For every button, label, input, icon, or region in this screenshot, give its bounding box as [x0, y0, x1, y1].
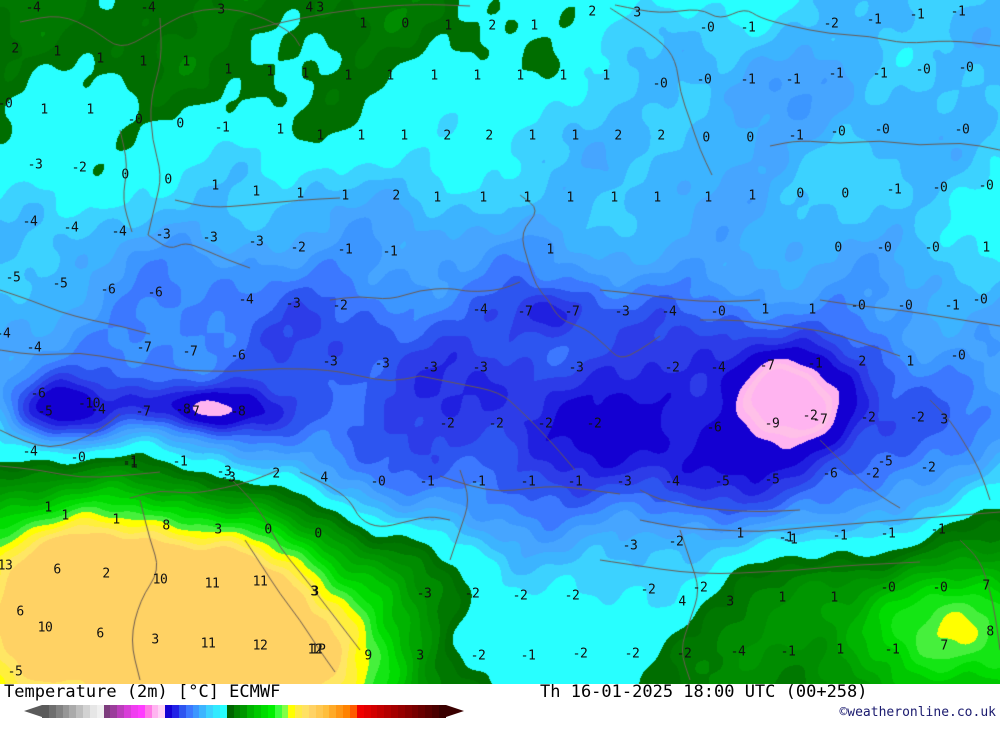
colorbar-swatch — [178, 705, 186, 718]
colorbar-swatch — [247, 705, 255, 718]
colorbar-swatch — [261, 705, 268, 718]
colorbar-swatch — [438, 705, 446, 718]
colorbar-swatch — [295, 705, 303, 718]
colorbar-swatch — [69, 705, 77, 718]
colorbar-swatch — [158, 705, 166, 718]
colorbar-swatch — [349, 705, 357, 718]
colorbar-swatch — [219, 705, 227, 718]
colorbar-swatch — [48, 705, 56, 718]
colorbar-swatch — [117, 705, 125, 718]
colorbar-swatch — [322, 705, 330, 718]
colorbar-swatch — [404, 705, 412, 718]
colorbar-swatch — [391, 705, 398, 718]
colorbar-swatch — [418, 705, 426, 718]
colorbar-swatch — [425, 705, 433, 718]
colorbar-swatch — [302, 705, 309, 718]
forecast-run-label: Th 16-01-2025 18:00 UTC (00+258) — [540, 682, 868, 702]
colorbar-low-cap-icon — [24, 705, 42, 717]
colorbar-swatch — [144, 705, 152, 718]
colorbar-swatch — [96, 705, 104, 718]
colorbar-swatch — [110, 705, 118, 718]
colorbar-swatch — [185, 705, 193, 718]
colorbar-swatch — [329, 705, 337, 718]
colorbar-swatch — [370, 705, 378, 718]
colorbar-swatch — [336, 705, 344, 718]
colorbar-swatch — [83, 705, 90, 718]
legend-title: Temperature (2m) [°C] ECMWF — [4, 682, 281, 702]
map-footer: Temperature (2m) [°C] ECMWF Th 16-01-202… — [0, 682, 1000, 733]
colorbar-swatch — [343, 705, 350, 718]
colorbar-swatch — [267, 705, 275, 718]
copyright-notice: ©weatheronline.co.uk — [839, 705, 996, 720]
colorbar-swatch — [192, 705, 200, 718]
colorbar-swatch — [281, 705, 289, 718]
colorbar-swatch — [42, 705, 49, 718]
colorbar-swatch — [411, 705, 419, 718]
colorbar-swatch — [62, 705, 70, 718]
colorbar-swatch — [432, 705, 439, 718]
colorbar-swatch — [384, 705, 392, 718]
temperature-colorbar[interactable]: -28-22-10012263848 — [24, 705, 464, 718]
colorbar-swatch — [274, 705, 282, 718]
colorbar-swatch — [288, 705, 296, 718]
colorbar-swatch — [130, 705, 138, 718]
colorbar-swatch — [397, 705, 405, 718]
colorbar-swatch — [165, 705, 173, 718]
colorbar-swatch — [363, 705, 371, 718]
colorbar-swatch — [254, 705, 261, 718]
colorbar-swatch — [199, 705, 207, 718]
colorbar-swatch — [240, 705, 248, 718]
colorbar-swatch — [315, 705, 323, 718]
colorbar-high-cap-icon — [446, 705, 464, 717]
temperature-field-canvas — [0, 0, 1000, 684]
colorbar-swatch — [377, 705, 385, 718]
colorbar-swatch — [172, 705, 179, 718]
colorbar-swatch — [76, 705, 84, 718]
colorbar-swatch — [213, 705, 220, 718]
colorbar-swatch — [206, 705, 214, 718]
colorbar-swatch — [89, 705, 97, 718]
colorbar-swatch — [226, 705, 234, 718]
colorbar-swatch — [233, 705, 241, 718]
colorbar-swatches — [42, 705, 446, 718]
colorbar-swatch — [103, 705, 111, 718]
colorbar-swatch — [124, 705, 131, 718]
temperature-map[interactable]: -4 -4 3 3 4 1 0 1 2 1 2 3 -0 -1 -2 -1 -1 -1 2 1 1 1 1 1 1 1 1 1 1 1 1 1… — [0, 0, 1000, 684]
colorbar-swatch — [308, 705, 316, 718]
colorbar-swatch — [151, 705, 159, 718]
colorbar-swatch — [356, 705, 364, 718]
colorbar-swatch — [55, 705, 63, 718]
colorbar-swatch — [137, 705, 145, 718]
